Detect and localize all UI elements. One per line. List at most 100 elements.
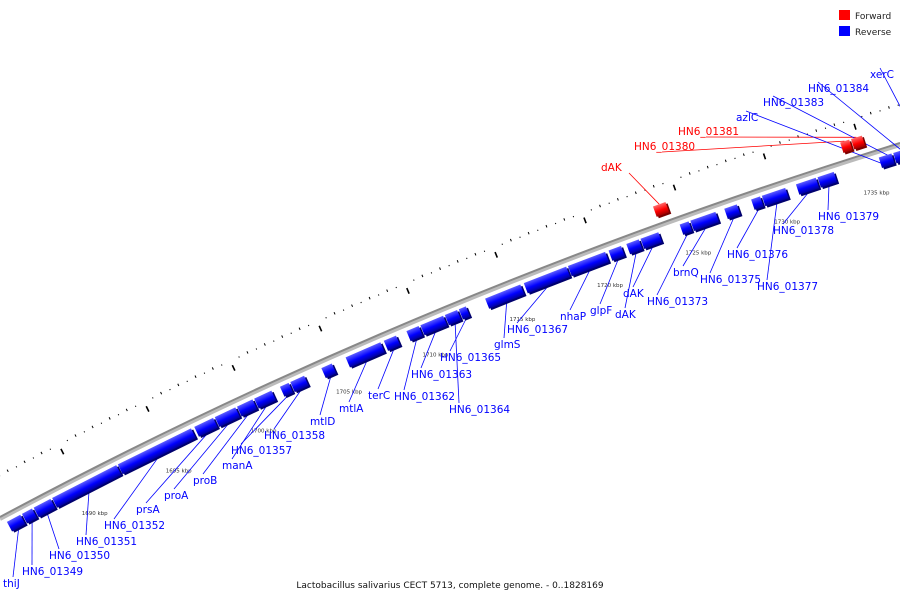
leader-line-hn6-01365 [449,317,467,352]
leader-line-hn6-01363 [420,330,437,369]
kbp-tick [474,252,477,256]
gene-label-nhap: nhaP [560,311,586,323]
gene-hn6-01367-feature [523,266,571,294]
gene-hn6-01383-feature [893,150,900,164]
gene-hn6-01351 [52,465,124,509]
leader-line-hn6-01379 [827,184,830,211]
leader-line-mtld [319,375,332,416]
gene-label-hn6-01377: HN6_01377 [757,281,818,293]
gene-label-hn6-01381: HN6_01381 [678,126,739,138]
kbp-tick [672,184,677,191]
leader-line-hn6-01362 [403,338,418,391]
kbp-tick-label: 1690 kbp [82,511,108,517]
kbp-tick [100,422,103,425]
gene-hn6-01375-feature [724,204,741,220]
kbp-tick [527,231,530,235]
gene-dak [652,201,672,219]
kbp-tick [599,204,601,208]
gene-hn6-01349-feature [21,508,38,524]
kbp-tick [238,356,240,358]
kbp-tick [742,153,745,157]
kbp-tick-label: 1710 kbp [422,352,448,358]
gene-hn6-01363 [420,315,450,337]
leader-line-hn6-01384 [817,81,900,150]
gene-hn6-01377 [761,187,791,208]
gene-mana [254,390,279,410]
leader-line-hn6-01376 [736,208,760,249]
kbp-tick-label: 1720 kbp [597,283,623,289]
gene-label-hn6-01378: HN6_01378 [773,225,834,237]
kbp-tick [177,383,180,387]
gene-proa-feature [214,407,240,428]
leader-line-hn6-01350 [46,512,60,550]
gene-dak [626,239,645,256]
gene-proa [214,407,243,429]
gene-features [6,135,900,533]
kbp-tick [652,184,655,188]
gene-hn6-01373-feature [679,221,693,235]
genome-backbone-shadow [0,143,900,521]
kbp-tick [83,431,86,433]
gene-label-hn6-01362: HN6_01362 [394,391,455,403]
gene-dak-feature [640,232,663,250]
gene-hn6-01375 [724,204,743,221]
gene-label-mtla: mtlA [339,403,364,415]
kbp-tick [74,434,77,437]
gene-label-prsa: prsA [136,504,160,516]
gene-glms [485,284,527,311]
kbp-tick [724,159,727,163]
gene-brnq-feature [690,211,720,232]
gene-mana-feature [254,390,276,409]
gene-hn6-01377-feature [761,187,789,207]
gene-nhap-feature [567,251,609,277]
gene-label-hn6-01367: HN6_01367 [507,324,568,336]
gene-label-hn6-01373: HN6_01373 [647,296,708,308]
gene-hn6-01379 [817,171,840,190]
gene-terc [383,335,403,353]
gene-hn6-01379-feature [817,171,838,188]
kbp-tick [351,304,354,308]
label-leader-lines [12,67,900,578]
kbp-tick [263,343,266,346]
gene-prsa-feature [194,417,218,437]
gene-dak-feature [626,239,643,255]
gene-mtld [321,363,339,380]
kbp-tick [779,141,781,144]
gene-label-hn6-01383: HN6_01383 [763,97,824,109]
kbp-tick [15,466,18,468]
legend: Forward Reverse [839,10,892,38]
gene-hn6-01367 [523,266,573,295]
leader-line-hn6-01367 [516,284,550,324]
gene-label-hn6-01380: HN6_01380 [634,141,695,153]
gene-hn6-01357-feature [279,382,294,397]
kbp-tick-label: 1695 kbp [166,469,192,475]
kbp-tick [134,405,137,408]
kbp-ticks: 1690 kbp 1695 kbp 1700 kbp 1705 kbp 1710 kbp… [0,104,899,517]
kbp-tick [160,391,163,395]
leader-line-proa [173,421,231,490]
gene-hn6-01351-feature [52,465,122,508]
gene-prsa [194,417,220,438]
leader-line-azlc [745,110,889,167]
gene-hn6-01380 [840,139,855,155]
kbp-tick [194,375,197,378]
gene-hn6-01365-feature [458,306,470,320]
gene-label-dak: dAK [623,288,645,300]
kbp-tick [66,439,69,442]
gene-hn6-01363-feature [420,315,448,336]
gene-hn6-01381-feature [850,135,866,150]
legend-item-forward: Forward [839,10,891,22]
gene-label-proa: proA [164,490,189,502]
leader-line-hn6-01352 [113,455,160,520]
leader-line-dak [624,251,637,309]
kbp-tick-label: 1700 kbp [251,428,277,434]
legend-item-reverse: Reverse [839,26,892,38]
gene-label-dak: dAK [601,162,623,174]
gene-hn6-01378 [795,177,822,197]
kbp-tick [545,224,548,228]
leader-line-mana [231,404,268,460]
gene-hn6-01352-feature [117,428,196,475]
leader-line-dak [628,172,660,205]
kbp-tick [186,380,188,383]
